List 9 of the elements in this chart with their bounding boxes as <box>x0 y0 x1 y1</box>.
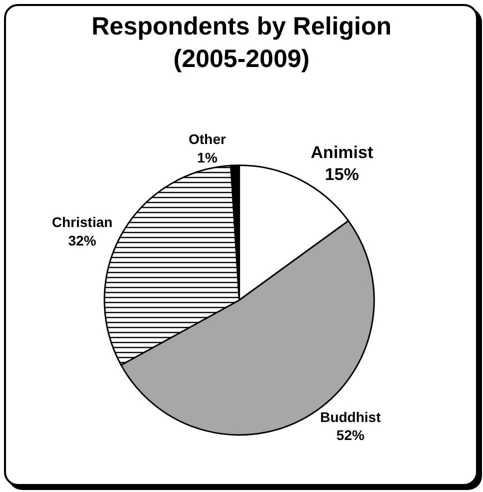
slice-label: Christian <box>52 214 113 230</box>
data-label: 32% <box>68 232 97 248</box>
slice-label: Animist <box>310 143 374 162</box>
slice-label: Other <box>188 131 226 148</box>
data-label: 15% <box>324 165 359 184</box>
data-label: 1% <box>197 149 218 166</box>
chart-title: Respondents by Religion (2005-2009) <box>91 12 392 73</box>
slice-label: Buddhist <box>320 409 382 426</box>
data-label: 52% <box>336 427 365 444</box>
